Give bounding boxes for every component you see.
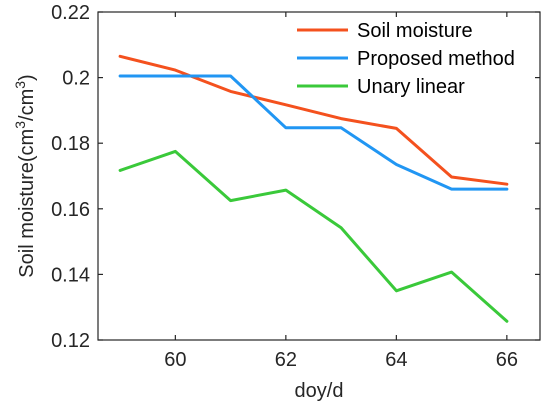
y-tick-label: 0.16 <box>51 199 90 221</box>
y-tick-label: 0.12 <box>51 330 90 352</box>
y-axis-title-part: Soil moisture(cm <box>16 129 38 278</box>
legend-label: Unary linear <box>357 76 465 98</box>
series-line-2 <box>118 74 509 191</box>
y-axis-title-part: /cm <box>16 89 38 121</box>
axes-box <box>97 11 541 341</box>
legend: Soil moisture Proposed method Unary linear <box>297 20 515 98</box>
series-line-3 <box>118 149 509 323</box>
y-tick-label: 0.2 <box>62 68 90 90</box>
x-tick-label: 66 <box>496 349 518 371</box>
y-tick-label: 0.14 <box>51 264 90 286</box>
y-axis-title-superscript: 3 <box>12 81 28 89</box>
axis-titles: doy/d Soil moisture(cm3/cm3) <box>12 74 343 402</box>
plot-area: 60 62 64 66 0.12 0.14 0.16 0.18 0.2 0.22 <box>51 2 541 371</box>
series-line-1 <box>118 54 509 186</box>
y-axis-title: Soil moisture(cm3/cm3) <box>12 74 38 277</box>
legend-label: Proposed method <box>357 48 515 70</box>
y-tick-label: 0.18 <box>51 133 90 155</box>
x-axis-title: doy/d <box>295 380 344 402</box>
series-layer <box>118 54 509 323</box>
x-tick-label: 62 <box>275 349 297 371</box>
x-tick-label: 64 <box>385 349 407 371</box>
y-tick-label: 0.22 <box>51 2 90 24</box>
x-tick-label: 60 <box>164 349 186 371</box>
y-axis-title-superscript: 3 <box>12 121 28 129</box>
legend-label: Soil moisture <box>357 20 473 42</box>
y-axis-title-part: ) <box>16 74 38 81</box>
